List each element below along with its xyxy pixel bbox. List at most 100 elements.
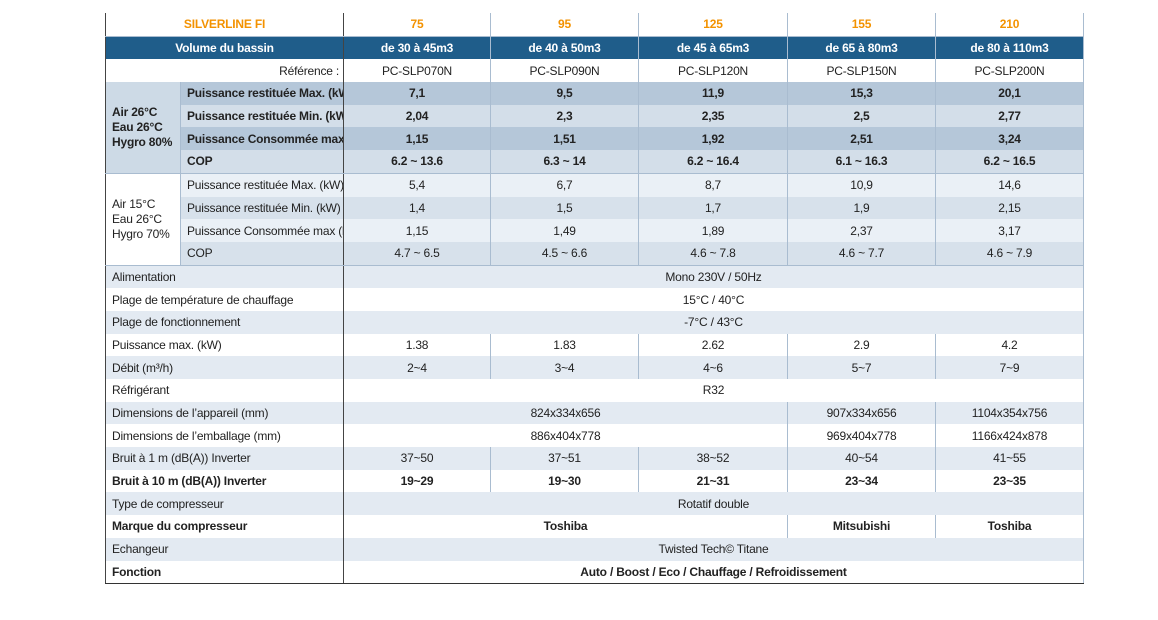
value-cell: 1,92: [638, 127, 788, 151]
row-label: Puissance Consommée max (kW): [180, 127, 344, 151]
value-cell: 2,77: [935, 104, 1084, 128]
value-cell: 40~54: [787, 447, 936, 470]
condition-row: Air 15°C Eau 26°C Hygro 70% Puissance resti…: [105, 173, 1084, 266]
value-cell: 2,37: [787, 219, 936, 242]
condition-row: COP 6.2 ~ 13.6 6.3 ~ 14 6.2 ~ 16.4 6.1 ~ 16.…: [106, 150, 1084, 174]
value-cell: 10,9: [787, 173, 936, 197]
value-cell: Toshiba: [935, 515, 1084, 538]
volume-row: Volume du bassin de 30 à 45m3 de 40 à 50m3…: [105, 36, 1084, 60]
row-label: COP: [180, 150, 344, 174]
value-cell: 4.5 ~ 6.6: [490, 241, 639, 266]
volume-cell: de 40 à 50m3: [490, 36, 639, 60]
row-label: Puissance restituée Min. (kW): [180, 196, 344, 220]
spec-row: Alimentation Mono 230V / 50Hz: [105, 265, 1084, 289]
row-label: Puissance restituée Max. (kW): [180, 82, 344, 105]
volume-cell: de 80 à 110m3: [935, 36, 1084, 60]
value-cell: 2,15: [935, 196, 1084, 220]
value-cell: 6.2 ~ 13.6: [343, 150, 491, 174]
row-label: COP: [180, 241, 344, 266]
value-cell: 3,24: [935, 127, 1084, 151]
value-cell: 7,1: [343, 82, 491, 105]
value-cell: 8,7: [638, 173, 788, 197]
row-label: Puissance max. (kW): [105, 333, 344, 357]
value-cell: 4.7 ~ 6.5: [343, 241, 491, 266]
value-cell: 7~9: [935, 356, 1084, 379]
row-label: Puissance Consommée max (kW): [180, 219, 344, 242]
value-cell: 1,89: [638, 219, 788, 242]
value-cell: 3,17: [935, 219, 1084, 242]
row-label: Type de compresseur: [105, 492, 344, 516]
value-cell: 6.2 ~ 16.5: [935, 150, 1084, 174]
spec-row: Bruit à 1 m (dB(A)) Inverter 37~50 37~51 38…: [105, 447, 1084, 470]
reference-row: Référence : PC-SLP070N PC-SLP090N PC-SLP120…: [105, 59, 1084, 83]
value-cell: 38~52: [638, 447, 788, 470]
spec-row: Bruit à 10 m (dB(A)) Inverter 19~29 19~30 2…: [105, 469, 1084, 493]
value-cell: 19~29: [343, 469, 491, 493]
value-cell: 2,3: [490, 104, 639, 128]
reference-cell: PC-SLP070N: [343, 59, 491, 83]
model-header: 155: [787, 13, 936, 37]
value-cell: 4.6 ~ 7.9: [935, 241, 1084, 266]
row-label: Volume du bassin: [105, 36, 344, 60]
value-cell: 6.1 ~ 16.3: [787, 150, 936, 174]
value-cell: Toshiba: [343, 515, 788, 538]
condition-line: Hygro 70%: [112, 226, 170, 241]
row-label: Débit (m³/h): [105, 356, 344, 379]
spec-row: Type de compresseur Rotatif double: [105, 492, 1084, 516]
value-cell: 1.38: [343, 333, 491, 357]
row-label: Dimensions de l’emballage (mm): [105, 424, 344, 448]
value-cell: 15°C / 40°C: [343, 288, 1084, 311]
value-cell: 1104x354x756: [935, 401, 1084, 425]
row-label: Bruit à 1 m (dB(A)) Inverter: [105, 447, 344, 470]
value-cell: 2,04: [343, 104, 491, 128]
value-cell: 1,9: [787, 196, 936, 220]
volume-cell: de 30 à 45m3: [343, 36, 491, 60]
value-cell: 4~6: [638, 356, 788, 379]
model-header: 125: [638, 13, 788, 37]
condition-line: Hygro 80%: [112, 134, 173, 149]
series-title: SILVERLINE FI: [105, 13, 344, 37]
condition-row: Air 26°C Eau 26°C Hygro 80% Puissance resti…: [105, 82, 1084, 174]
condition-line: Eau 26°C: [112, 211, 162, 226]
row-label: Bruit à 10 m (dB(A)) Inverter: [105, 469, 344, 493]
spec-row: Dimensions de l’appareil (mm) 824x334x656…: [105, 401, 1084, 425]
reference-cell: PC-SLP120N: [638, 59, 788, 83]
value-cell: 19~30: [490, 469, 639, 493]
spec-row: Puissance max. (kW) 1.38 1.83 2.62 2.9 4.2: [105, 333, 1084, 357]
value-cell: 1,4: [343, 196, 491, 220]
value-cell: Auto / Boost / Eco / Chauffage / Refroid…: [343, 560, 1084, 585]
spec-row: Dimensions de l’emballage (mm) 886x404x77…: [105, 424, 1084, 448]
value-cell: 1,15: [343, 219, 491, 242]
condition-line: Eau 26°C: [112, 119, 163, 134]
spec-row: Fonction Auto / Boost / Eco / Chauffage /…: [105, 560, 1084, 585]
row-label: Réfrigérant: [105, 379, 344, 402]
spec-table: SILVERLINE FI 75 95 125 155 210 Volume du bass…: [105, 13, 1084, 585]
value-cell: 4.2: [935, 333, 1084, 357]
value-cell: 2,5: [787, 104, 936, 128]
condition-row: Puissance restituée Min. (kW) 2,04 2,3 2,35…: [106, 104, 1084, 128]
value-cell: Rotatif double: [343, 492, 1084, 516]
row-label: Fonction: [105, 560, 344, 585]
value-cell: 2~4: [343, 356, 491, 379]
row-label: Puissance restituée Max. (kW): [180, 173, 344, 197]
spec-row: Marque du compresseur Toshiba Mitsubishi To…: [105, 515, 1084, 538]
row-label: Marque du compresseur: [105, 515, 344, 538]
condition-row: Puissance Consommée max (kW)1,151,491,89…: [106, 219, 1084, 242]
model-header: 210: [935, 13, 1084, 37]
value-cell: 41~55: [935, 447, 1084, 470]
value-cell: 2.62: [638, 333, 788, 357]
value-cell: 1,51: [490, 127, 639, 151]
value-cell: 15,3: [787, 82, 936, 105]
value-cell: 2,35: [638, 104, 788, 128]
value-cell: 886x404x778: [343, 424, 788, 448]
value-cell: Twisted Tech© Titane: [343, 537, 1084, 561]
condition-line: Air 26°C: [112, 104, 158, 119]
condition-row: Puissance restituée Min. (kW) 1,4 1,5 1,7 1,…: [106, 196, 1084, 220]
value-cell: 37~51: [490, 447, 639, 470]
value-cell: 23~35: [935, 469, 1084, 493]
value-cell: 6.2 ~ 16.4: [638, 150, 788, 174]
value-cell: 9,5: [490, 82, 639, 105]
volume-cell: de 65 à 80m3: [787, 36, 936, 60]
spec-row: Débit (m³/h) 2~4 3~4 4~6 5~7 7~9: [105, 356, 1084, 379]
value-cell: 4.6 ~ 7.8: [638, 241, 788, 266]
